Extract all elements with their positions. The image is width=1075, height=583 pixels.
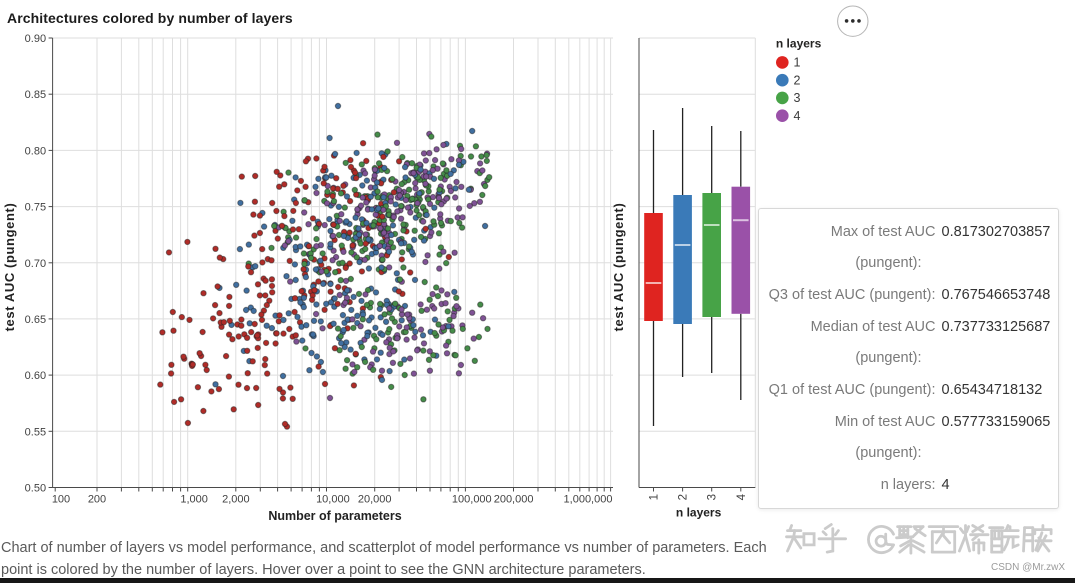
svg-text:3: 3 bbox=[707, 494, 719, 500]
svg-text:10,000: 10,000 bbox=[316, 494, 350, 506]
svg-text:CSDN @Mr.zwX: CSDN @Mr.zwX bbox=[991, 562, 1065, 573]
svg-text:0.75: 0.75 bbox=[25, 202, 46, 214]
svg-text:1,000,000: 1,000,000 bbox=[564, 494, 613, 506]
svg-text:100: 100 bbox=[52, 494, 70, 506]
svg-text:0.50: 0.50 bbox=[25, 483, 46, 495]
svg-text:2,000: 2,000 bbox=[222, 494, 250, 506]
svg-text:2: 2 bbox=[678, 494, 690, 500]
svg-text:1: 1 bbox=[649, 494, 661, 500]
svg-text:0.60: 0.60 bbox=[25, 370, 46, 382]
svg-text:0.90: 0.90 bbox=[25, 33, 46, 45]
svg-text:n layers: n layers bbox=[776, 37, 822, 51]
svg-text:0.70: 0.70 bbox=[25, 258, 46, 270]
svg-text:Number of parameters: Number of parameters bbox=[268, 509, 401, 523]
svg-text:20,000: 20,000 bbox=[358, 494, 392, 506]
svg-text:0.55: 0.55 bbox=[25, 426, 46, 438]
svg-text:test AUC (pungent): test AUC (pungent) bbox=[611, 203, 626, 332]
svg-text:1: 1 bbox=[794, 56, 801, 70]
svg-text:100,000: 100,000 bbox=[452, 494, 492, 506]
svg-text:2: 2 bbox=[794, 73, 801, 87]
svg-text:4: 4 bbox=[794, 109, 801, 123]
svg-text:1,000: 1,000 bbox=[180, 494, 208, 506]
svg-text:0.65: 0.65 bbox=[25, 314, 46, 326]
svg-text:0.80: 0.80 bbox=[25, 145, 46, 157]
svg-text:200: 200 bbox=[88, 494, 106, 506]
svg-text:0.85: 0.85 bbox=[25, 89, 46, 101]
svg-text:200,000: 200,000 bbox=[494, 494, 534, 506]
svg-text:4: 4 bbox=[736, 493, 748, 500]
svg-text:test AUC (pungent): test AUC (pungent) bbox=[2, 203, 17, 332]
svg-text:3: 3 bbox=[794, 91, 801, 105]
svg-text:n layers: n layers bbox=[676, 506, 722, 520]
